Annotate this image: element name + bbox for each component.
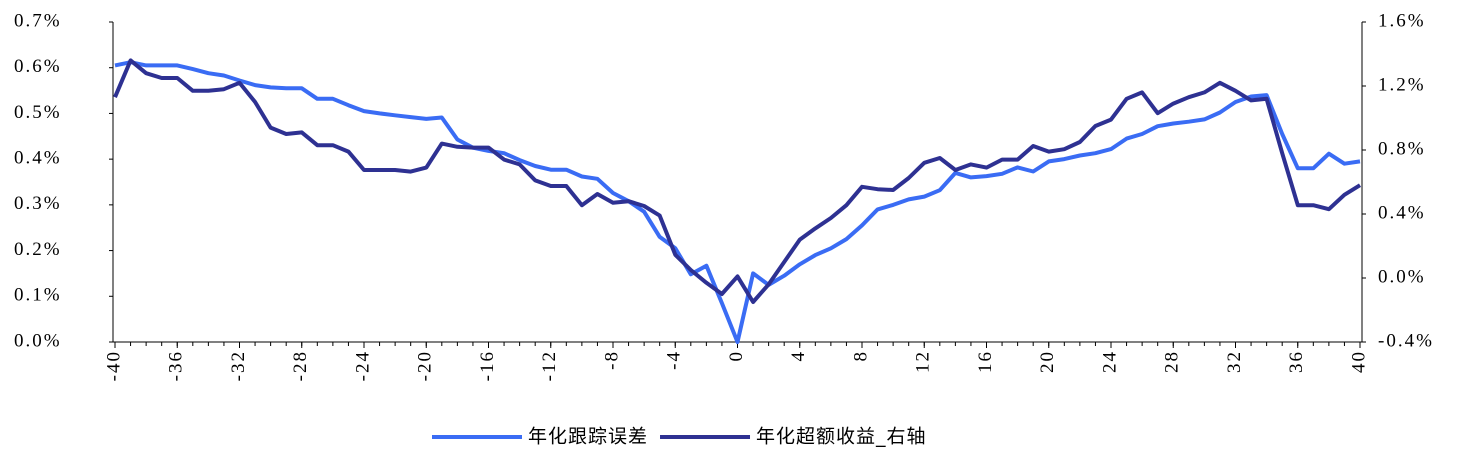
x-tick-label: 40 <box>1348 350 1369 373</box>
x-tick-label: -40 <box>103 350 124 381</box>
y2-tick-label: 0.8% <box>1378 138 1426 159</box>
x-tick-label: 36 <box>1286 350 1307 373</box>
legend-label: 年化跟踪误差 <box>528 426 648 448</box>
y2-tick-label: 0.4% <box>1378 202 1426 223</box>
y2-tick-label: -0.4% <box>1378 330 1434 351</box>
x-tick-label: -12 <box>539 350 560 381</box>
x-tick-label: -16 <box>477 350 498 381</box>
x-tick-label: -32 <box>228 350 249 381</box>
series-line <box>113 58 1362 304</box>
y-tick-label: 0.2% <box>14 239 62 260</box>
y-tick-label: 0.0% <box>14 330 62 351</box>
x-tick-label: -8 <box>601 350 622 370</box>
y2-tick-label: 1.6% <box>1378 10 1426 31</box>
y2-tick-label: 1.2% <box>1378 74 1426 95</box>
y-tick-label: 0.7% <box>14 10 62 31</box>
series-line <box>114 60 1361 344</box>
x-tick-label: 4 <box>788 350 809 362</box>
x-tick-label: -4 <box>664 350 685 370</box>
legend-label: 年化超额收益_右轴 <box>756 426 927 448</box>
y2-tick-label: 0.0% <box>1378 266 1426 287</box>
x-tick-label: 12 <box>913 350 934 373</box>
y-tick-label: 0.4% <box>14 148 62 169</box>
x-tick-label: 8 <box>850 350 871 362</box>
x-tick-label: -24 <box>352 350 373 381</box>
x-tick-label: -20 <box>415 350 436 381</box>
x-tick-label: -36 <box>166 350 187 381</box>
y-tick-label: 0.3% <box>14 193 62 214</box>
x-tick-label: 20 <box>1037 350 1058 373</box>
y-tick-label: 0.5% <box>14 102 62 123</box>
x-tick-label: 28 <box>1162 350 1183 373</box>
x-tick-label: 16 <box>975 350 996 373</box>
x-tick-label: 0 <box>726 350 747 362</box>
x-tick-label: 32 <box>1224 350 1245 373</box>
x-tick-label: 24 <box>1099 350 1120 373</box>
x-tick-label: -28 <box>290 350 311 381</box>
y-tick-label: 0.1% <box>14 285 62 306</box>
y-tick-label: 0.6% <box>14 56 62 77</box>
